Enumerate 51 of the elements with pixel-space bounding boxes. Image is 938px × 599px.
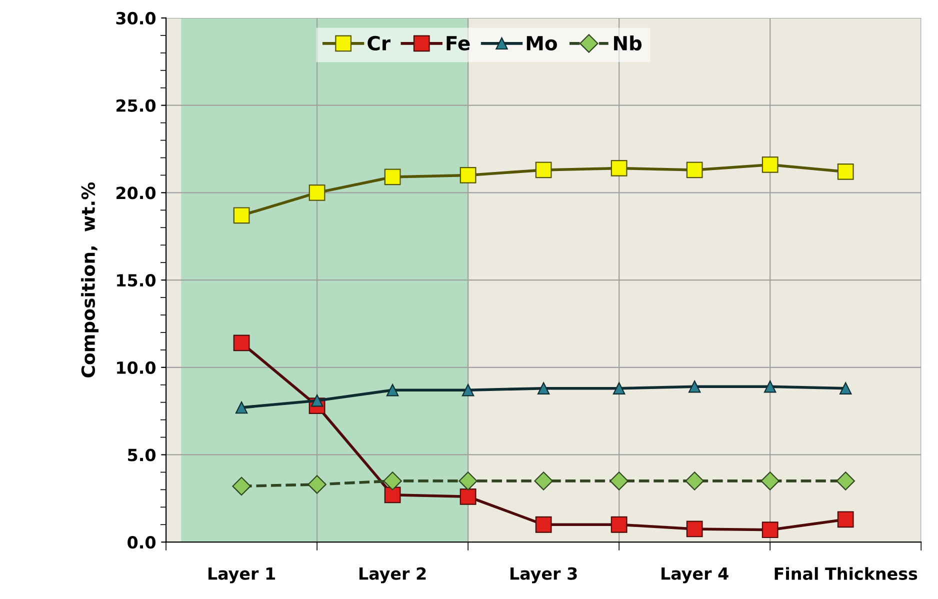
point	[232, 476, 251, 496]
point	[837, 164, 854, 180]
x-tick-label: Layer 1	[208, 567, 275, 584]
point	[233, 207, 250, 224]
point	[535, 162, 552, 178]
point	[762, 156, 778, 173]
y-tick-label: 30.0	[116, 12, 156, 25]
point	[308, 184, 326, 201]
point	[383, 472, 402, 490]
point	[686, 162, 703, 178]
y-tick-label: 15.0	[117, 274, 156, 287]
point	[610, 472, 628, 490]
point	[688, 380, 701, 393]
y-axis-title: Composition, wt.%	[81, 182, 99, 378]
y-tick-label: 0.0	[128, 536, 156, 549]
point	[839, 382, 852, 394]
x-tick-label: Layer 2	[360, 567, 426, 584]
point	[460, 167, 476, 184]
point	[384, 486, 401, 504]
point	[537, 382, 550, 394]
point	[233, 334, 250, 352]
x-tick-label: Final Thickness	[774, 567, 918, 580]
x-tick-label: Layer 4	[662, 567, 728, 584]
y-tick-label: 25.0	[116, 99, 156, 112]
point	[685, 472, 704, 490]
point	[686, 520, 703, 538]
point	[836, 472, 855, 490]
legend-label: Cr	[368, 36, 390, 51]
legend-label: Fe	[446, 36, 470, 51]
legend-label: Mo	[526, 36, 557, 51]
point	[458, 472, 478, 490]
point	[308, 475, 326, 494]
point	[612, 382, 626, 394]
point	[760, 472, 780, 490]
legend-label: Nb	[614, 35, 642, 51]
point	[460, 488, 476, 505]
y-tick-label: 10.0	[117, 361, 156, 374]
x-tick-label: Layer 3	[510, 567, 577, 584]
point	[610, 516, 628, 533]
point	[384, 168, 401, 186]
point	[762, 522, 778, 538]
point	[235, 401, 248, 414]
point	[535, 516, 552, 533]
point	[764, 380, 776, 393]
point	[462, 384, 474, 396]
point	[610, 160, 628, 176]
point	[534, 472, 553, 490]
y-tick-label: 5.0	[128, 448, 156, 462]
point	[386, 384, 399, 396]
y-tick-label: 20.0	[116, 186, 156, 200]
point	[837, 511, 854, 528]
